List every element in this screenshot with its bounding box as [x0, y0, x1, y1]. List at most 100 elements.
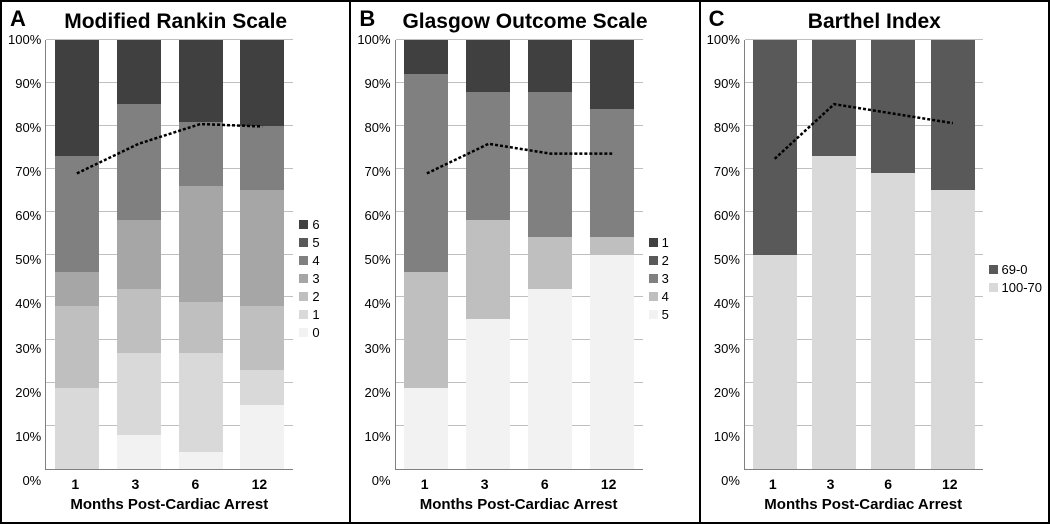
panel-letter: C [709, 6, 725, 32]
legend-item: 5 [299, 235, 343, 250]
legend-item: 2 [649, 253, 693, 268]
legend-swatch [649, 292, 658, 301]
legend-label: 100-70 [1002, 280, 1042, 295]
panel-A: AModified Rankin Scale100%90%80%70%60%50… [0, 0, 351, 524]
bar [590, 40, 634, 469]
bar-segment [117, 435, 161, 469]
y-axis: 100%90%80%70%60%50%40%30%20%10%0% [8, 40, 45, 516]
bar-segment [590, 109, 634, 238]
bar-segment [55, 272, 99, 306]
legend-item: 5 [649, 307, 693, 322]
bar-segment [404, 388, 448, 470]
legend-item: 4 [299, 253, 343, 268]
bar-segment [240, 40, 284, 126]
panel-title: Barthel Index [707, 10, 1042, 38]
panel-B: BGlasgow Outcome Scale100%90%80%70%60%50… [351, 0, 700, 524]
bar [931, 40, 975, 469]
bar-segment [812, 156, 856, 469]
bar [240, 40, 284, 469]
y-axis: 100%90%80%70%60%50%40%30%20%10%0% [707, 40, 744, 516]
bar-segment [240, 405, 284, 469]
bar-segment [871, 173, 915, 469]
bar-segment [528, 289, 572, 469]
x-tick: 1 [421, 476, 429, 494]
chart-area: 100%90%80%70%60%50%40%30%20%10%0%13612Mo… [707, 40, 1042, 516]
bars-row [745, 40, 983, 469]
figure-container: AModified Rankin Scale100%90%80%70%60%50… [0, 0, 1050, 524]
bars-row [396, 40, 643, 469]
legend-swatch [649, 238, 658, 247]
x-tick: 3 [481, 476, 489, 494]
panel-title: Glasgow Outcome Scale [357, 10, 692, 38]
bar-segment [117, 104, 161, 220]
y-axis: 100%90%80%70%60%50%40%30%20%10%0% [357, 40, 394, 516]
legend-label: 69-0 [1002, 262, 1028, 277]
bar-segment [753, 255, 797, 470]
legend-swatch [649, 256, 658, 265]
bar-segment [117, 40, 161, 104]
bar-segment [812, 40, 856, 156]
legend-label: 2 [312, 289, 319, 304]
y-axis-ticks: 100%90%80%70%60%50%40%30%20%10%0% [8, 40, 45, 481]
x-tick: 1 [71, 476, 79, 494]
bar-segment [179, 40, 223, 122]
bar-segment [55, 40, 99, 156]
bar-segment [179, 452, 223, 469]
bar-segment [179, 122, 223, 186]
legend-swatch [299, 256, 308, 265]
legend-label: 5 [662, 307, 669, 322]
legend-item: 3 [649, 271, 693, 286]
x-axis-ticks: 13612 [45, 476, 293, 494]
bar [871, 40, 915, 469]
legend-item: 1 [649, 235, 693, 250]
plot-outer: 13612Months Post-Cardiac Arrest [395, 40, 643, 516]
bar [55, 40, 99, 469]
bar-segment [466, 40, 510, 91]
bar-segment [55, 156, 99, 272]
bar [404, 40, 448, 469]
bar-segment [466, 319, 510, 469]
legend-label: 6 [312, 217, 319, 232]
y-axis-ticks: 100%90%80%70%60%50%40%30%20%10%0% [357, 40, 394, 481]
legend-label: 3 [662, 271, 669, 286]
bar-segment [404, 272, 448, 388]
plot-area [395, 40, 643, 470]
panel-letter: A [10, 6, 26, 32]
panel-title: Modified Rankin Scale [8, 10, 343, 38]
x-axis-label: Months Post-Cardiac Arrest [395, 496, 643, 516]
legend-label: 2 [662, 253, 669, 268]
bar [812, 40, 856, 469]
bar-segment [179, 186, 223, 302]
x-axis-label: Months Post-Cardiac Arrest [45, 496, 293, 516]
legend-item: 100-70 [989, 280, 1042, 295]
bar-segment [931, 190, 975, 469]
bar-segment [240, 190, 284, 306]
bar-segment [528, 40, 572, 91]
legend-label: 3 [312, 271, 319, 286]
bar-segment [931, 40, 975, 190]
bar [528, 40, 572, 469]
bar-segment [466, 220, 510, 319]
legend-item: 1 [299, 307, 343, 322]
legend: 6543210 [293, 40, 343, 516]
x-axis-ticks: 13612 [744, 476, 983, 494]
bar-segment [117, 220, 161, 289]
legend-swatch [299, 292, 308, 301]
legend-swatch [649, 310, 658, 319]
x-tick: 1 [769, 476, 777, 494]
bar-segment [179, 353, 223, 452]
bar-segment [55, 306, 99, 388]
legend-swatch [299, 310, 308, 319]
legend-item: 2 [299, 289, 343, 304]
legend-swatch [299, 328, 308, 337]
legend-label: 5 [312, 235, 319, 250]
bar-segment [404, 74, 448, 271]
x-tick: 6 [192, 476, 200, 494]
plot-outer: 13612Months Post-Cardiac Arrest [744, 40, 983, 516]
x-tick: 3 [827, 476, 835, 494]
legend: 69-0 100-70 [983, 40, 1042, 516]
legend-swatch [299, 238, 308, 247]
x-tick: 6 [541, 476, 549, 494]
bar-segment [528, 92, 572, 238]
legend-swatch [299, 274, 308, 283]
